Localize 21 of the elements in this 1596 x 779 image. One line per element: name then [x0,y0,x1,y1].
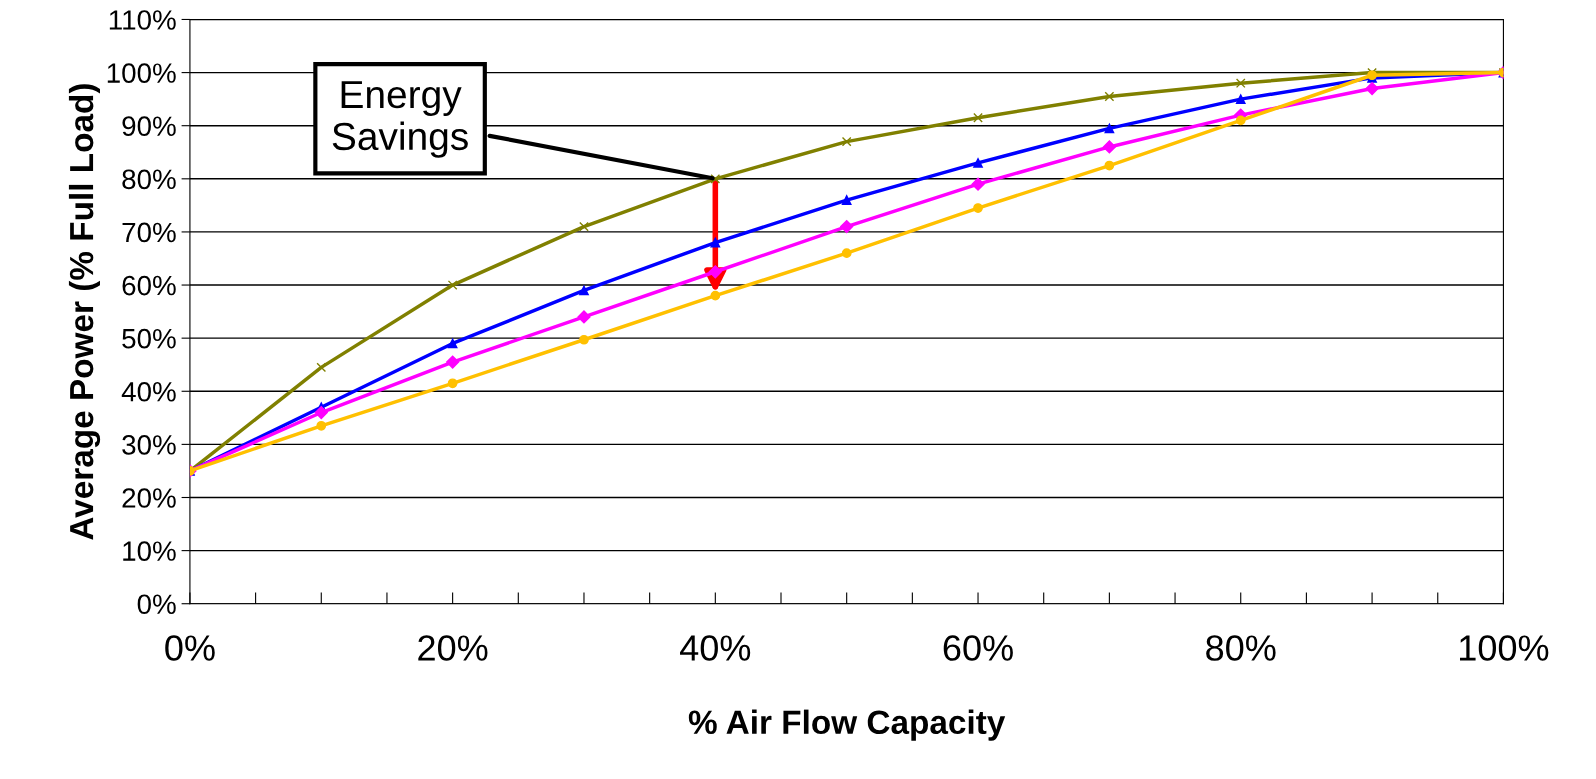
y-tick-label: 30% [122,435,176,455]
y-tick-label: 20% [122,488,176,508]
x-tick-label: 60% [943,635,1013,661]
x-tick-label: 80% [1206,635,1276,661]
y-tick-label: 60% [122,275,176,296]
y-tick-label: 80% [122,169,176,190]
y-tick-label: 90% [122,116,176,137]
x-tick-label: 20% [418,635,488,661]
y-tick-label: 10% [123,541,176,561]
y-tick-label: 100% [107,63,176,83]
y-tick-label: 0% [137,594,176,615]
y-tick-label: 110% [109,10,176,30]
y-tick-label: 40% [121,381,176,402]
x-tick-label: 0% [165,635,215,661]
annotation: Energy Savings [332,81,468,158]
y-tick-label: 70% [122,222,176,243]
y-axis-title: Average Power (% Full Load) [68,84,101,540]
x-tick-label: 100% [1460,635,1549,661]
x-tick-label: 40% [680,635,751,661]
y-tick-label: 50% [122,328,176,349]
x-axis-title: % Air Flow Capacity [688,709,1006,741]
